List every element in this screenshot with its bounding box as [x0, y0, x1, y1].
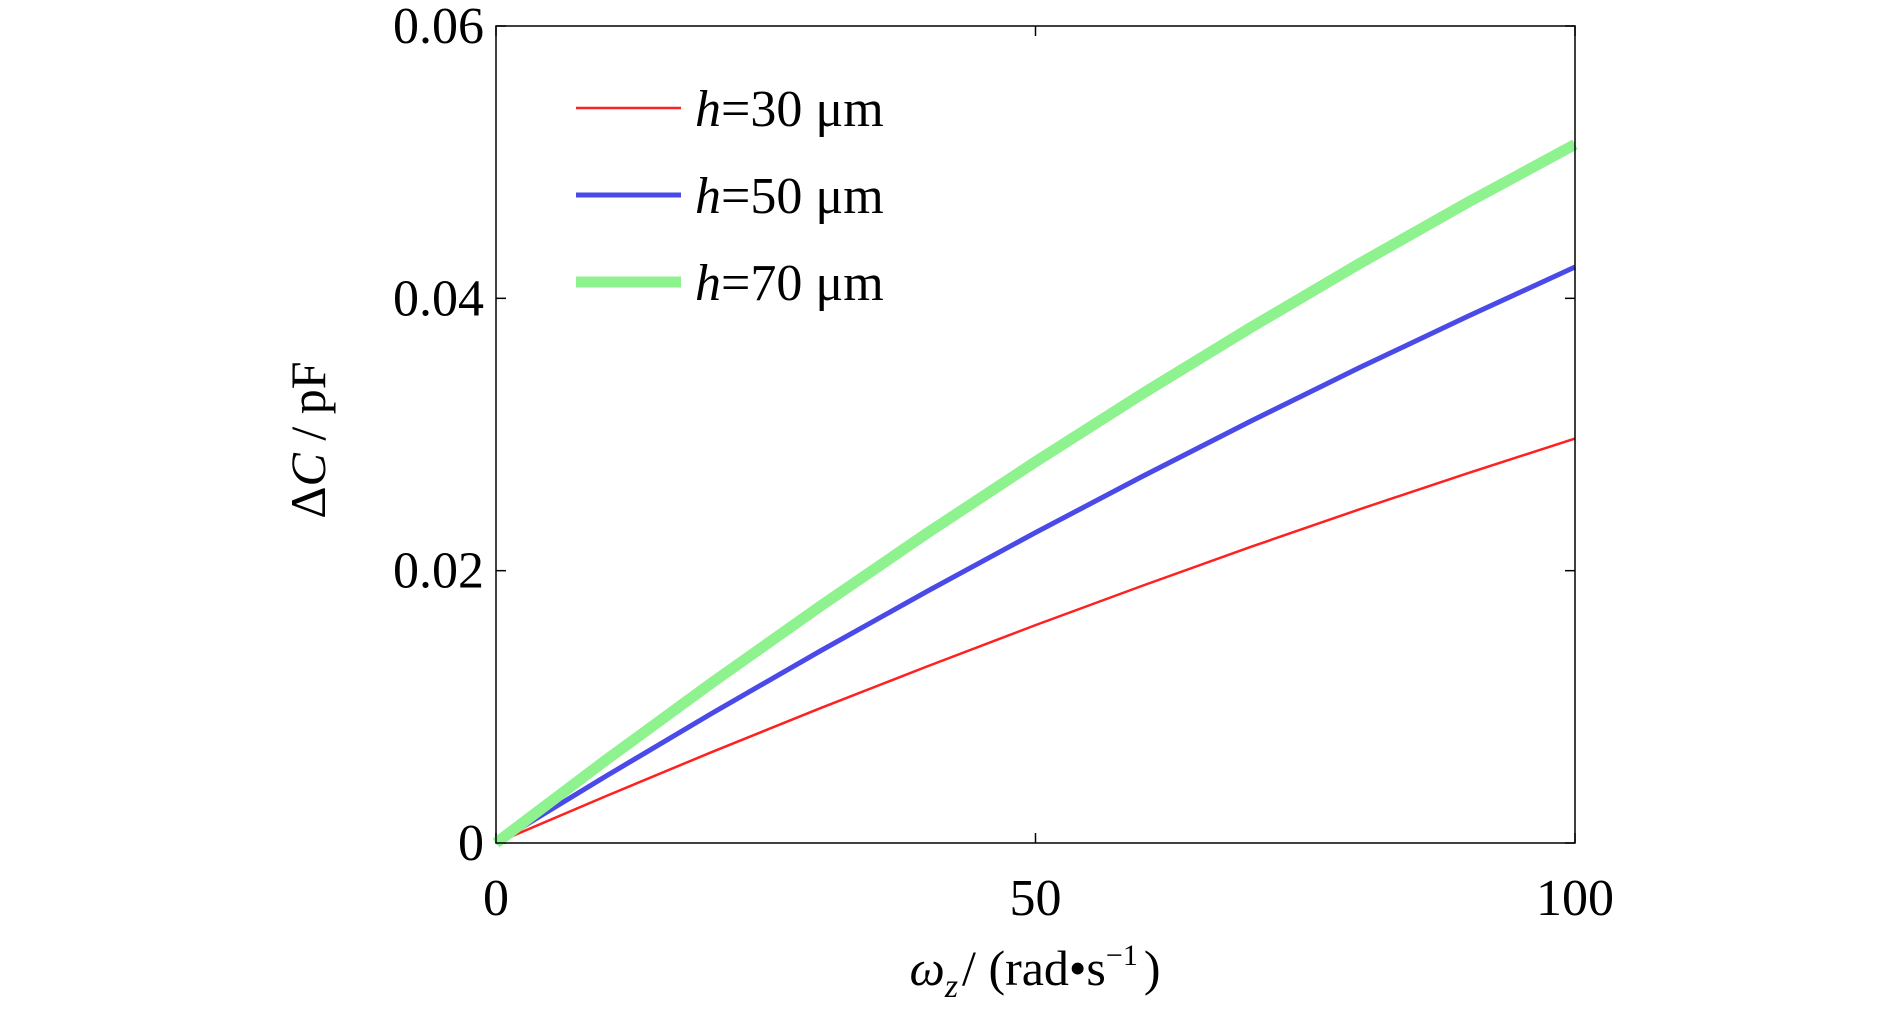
series-line-1 — [494, 264, 1577, 846]
series-lines — [492, 139, 1578, 848]
x-tick-label: 50 — [1010, 870, 1062, 927]
series-line-2 — [492, 139, 1578, 848]
y-tick-label: 0 — [458, 815, 484, 872]
x-tick-label: 100 — [1536, 870, 1614, 927]
legend-label: h=30 μm — [695, 81, 884, 138]
y-tick-label: 0.02 — [393, 543, 484, 600]
y-tick-label: 0.04 — [393, 270, 484, 327]
y-tick-label: 0.06 — [393, 0, 484, 55]
y-axis-label: ΔC / pF — [280, 361, 336, 518]
legend: h=30 μm h=50 μm h=70 μm — [576, 81, 884, 312]
y-tick-labels: 0 0.02 0.04 0.06 — [393, 0, 484, 872]
legend-label: h=70 μm — [695, 255, 884, 312]
x-tick-label: 0 — [483, 870, 509, 927]
series-line-0 — [495, 437, 1576, 845]
legend-label: h=50 μm — [695, 168, 884, 225]
plot-frame — [495, 25, 1576, 844]
x-axis-label: ωz/ (rad•s−1) — [910, 939, 1161, 1005]
x-tick-labels: 0 50 100 — [483, 870, 1614, 927]
